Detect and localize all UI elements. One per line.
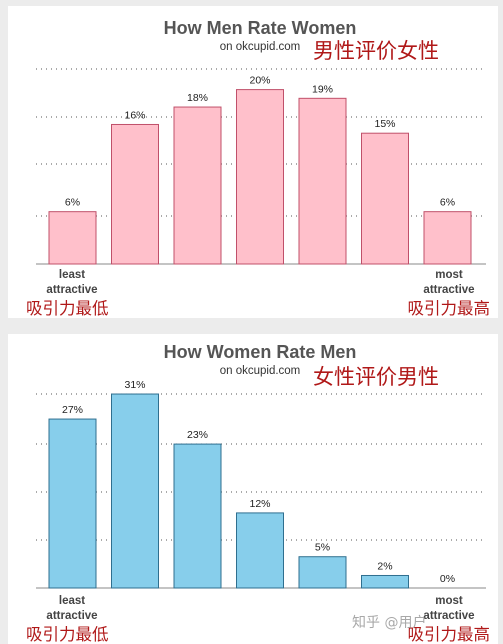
bar <box>111 123 159 265</box>
data-label: 0% <box>440 573 455 585</box>
bar <box>361 574 409 589</box>
data-label: 12% <box>249 498 270 510</box>
bar <box>298 97 347 265</box>
left-end-label: least attractive <box>46 595 97 622</box>
chart-title: How Women Rate Men <box>164 342 357 362</box>
data-label: 23% <box>187 429 208 441</box>
right-end-label-cn: 吸引力最高 <box>408 625 491 644</box>
chart-subtitle: on okcupid.com <box>220 365 301 377</box>
bar <box>173 106 222 265</box>
bar <box>298 556 347 589</box>
left-end-label-cn: 吸引力最低 <box>26 625 109 644</box>
right-end-label: most attractive <box>423 269 474 296</box>
data-label: 20% <box>249 75 270 87</box>
bar <box>48 211 97 265</box>
bar <box>173 443 222 589</box>
data-label: 19% <box>312 83 333 95</box>
chart-svg: How Women Rate Men on okcupid.com 女性评价男性 27… <box>26 342 491 644</box>
chart-svg: How Men Rate Women on okcupid.com 男性评价女性 6%… <box>26 18 491 318</box>
bar <box>236 89 284 265</box>
chart-subtitle: on okcupid.com <box>220 41 301 53</box>
bar <box>236 512 284 589</box>
data-label: 16% <box>124 109 145 121</box>
right-end-label-cn: 吸引力最高 <box>408 299 491 318</box>
data-label: 6% <box>65 197 80 209</box>
data-label: 5% <box>315 542 330 554</box>
data-label: 6% <box>440 197 455 209</box>
bar <box>48 418 97 589</box>
chart-annotation-cn: 女性评价男性 <box>313 365 439 389</box>
left-end-label: least attractive <box>46 269 97 296</box>
data-label: 15% <box>374 118 395 130</box>
watermark-text: 知乎 @用户 <box>352 615 427 631</box>
chart-title: How Men Rate Women <box>164 18 357 38</box>
bar <box>361 132 409 265</box>
bar <box>423 211 472 265</box>
data-label: 18% <box>187 92 208 104</box>
chart-women-rate-men: How Women Rate Men on okcupid.com 女性评价男性 27… <box>8 334 498 644</box>
left-end-label-cn: 吸引力最低 <box>26 299 109 318</box>
chart-men-rate-women: How Men Rate Women on okcupid.com 男性评价女性 6%… <box>8 6 498 318</box>
data-label: 27% <box>62 404 83 416</box>
right-end-label: most attractive <box>423 595 474 622</box>
bar <box>111 393 159 589</box>
chart-annotation-cn: 男性评价女性 <box>313 39 439 63</box>
data-label: 31% <box>124 379 145 391</box>
data-label: 2% <box>377 560 392 572</box>
